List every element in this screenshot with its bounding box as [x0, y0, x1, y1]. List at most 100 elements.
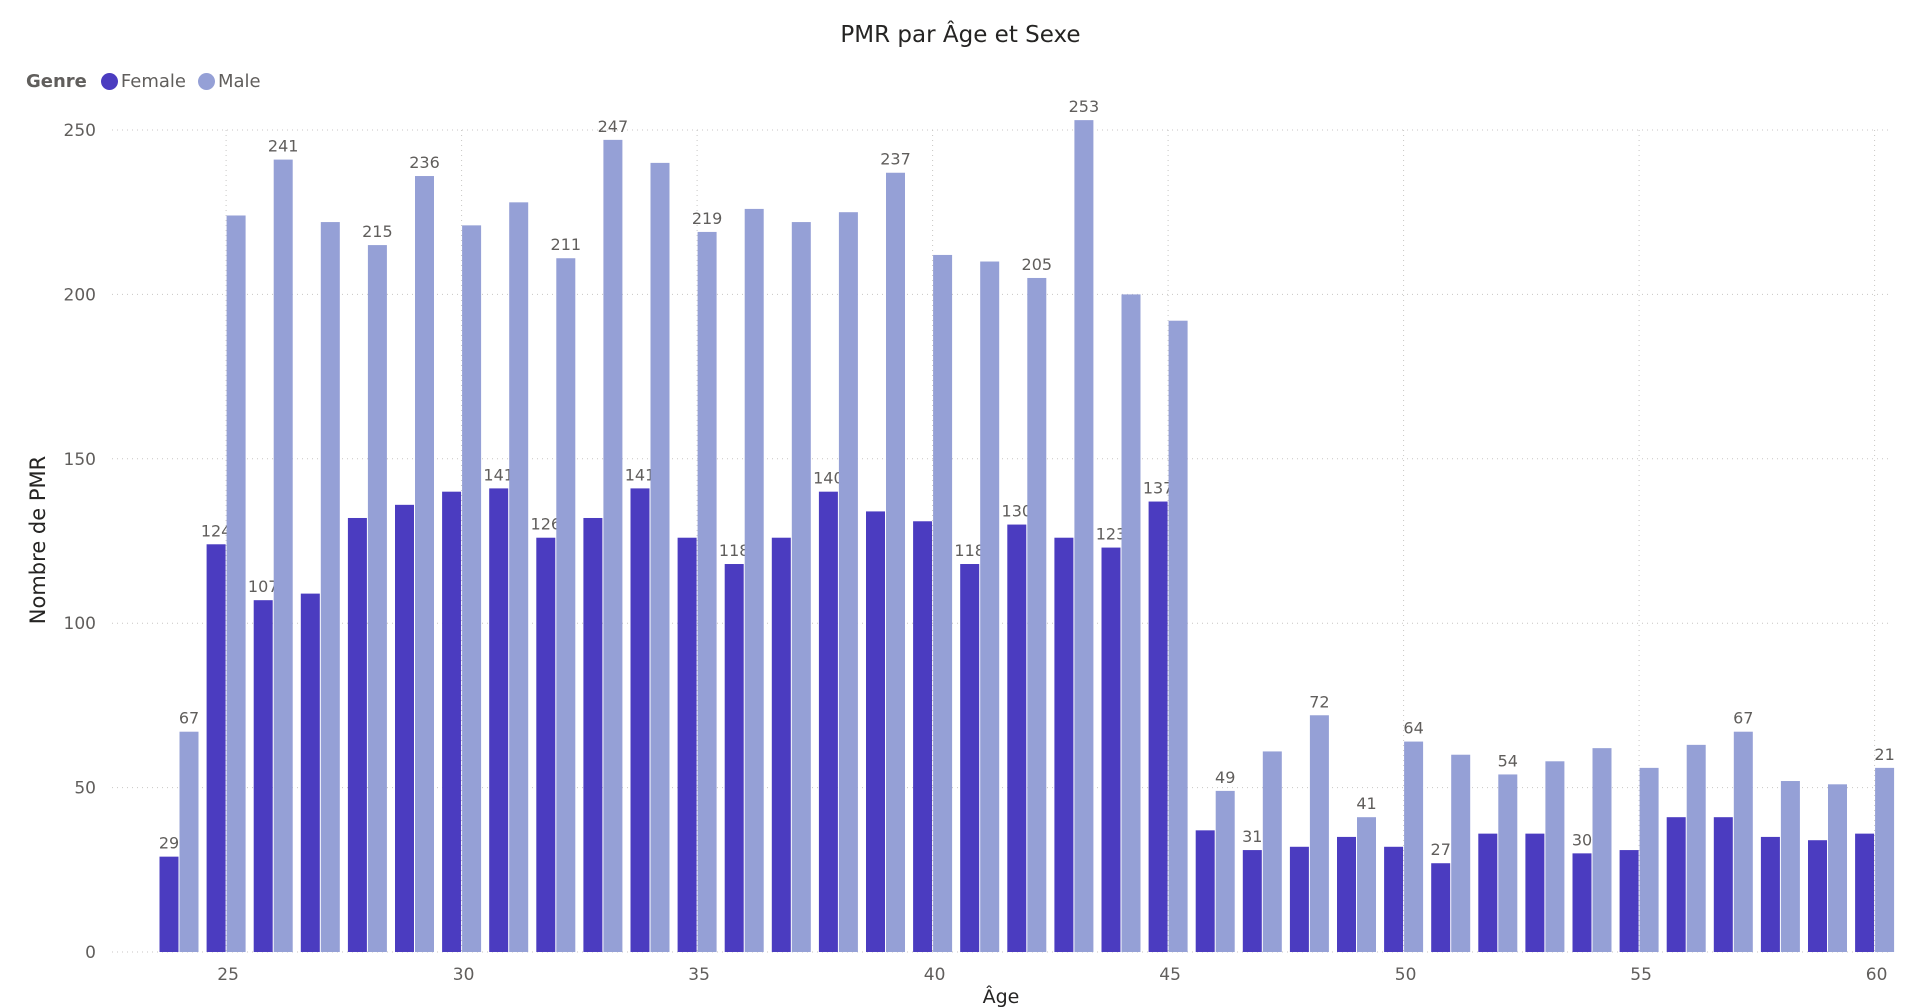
- legend-male-dot-icon: [197, 73, 215, 90]
- y-tick-label: 100: [64, 614, 96, 634]
- legend-male-label: Male: [217, 71, 261, 92]
- bar-female-43: [1054, 537, 1074, 952]
- x-tick-label: 25: [217, 965, 239, 985]
- bar-female-39: [866, 511, 885, 952]
- bar-female-32: [536, 537, 556, 952]
- bar-female-40: [913, 521, 933, 952]
- bar-male-29: [415, 176, 434, 953]
- bar-male-55: [1639, 767, 1659, 952]
- data-label-male-42: 205: [1022, 255, 1053, 274]
- data-label-male-32: 211: [551, 235, 582, 254]
- bar-male-30: [462, 225, 482, 953]
- bar-male-42: [1027, 277, 1047, 953]
- bar-male-40: [933, 254, 953, 953]
- bar-female-27: [300, 593, 320, 952]
- bar-female-41: [960, 564, 980, 952]
- data-label-male-57: 67: [1733, 709, 1753, 728]
- bar-male-32: [556, 258, 576, 952]
- legend-female-dot-icon: [100, 73, 118, 90]
- bar-female-44: [1101, 547, 1121, 952]
- bar-male-39: [886, 172, 905, 952]
- bar-female-28: [347, 517, 367, 952]
- bar-female-54: [1572, 853, 1592, 952]
- bar-female-35: [677, 537, 697, 952]
- bar-female-56: [1666, 817, 1686, 952]
- bar-male-58: [1780, 781, 1800, 952]
- legend: Genre Female Male: [26, 71, 273, 92]
- x-tick-label: 35: [688, 965, 710, 985]
- bar-male-53: [1545, 761, 1565, 952]
- data-label-male-29: 236: [409, 153, 440, 172]
- bar-male-46: [1215, 790, 1235, 952]
- bar-male-54: [1592, 748, 1612, 952]
- bar-female-38: [818, 491, 838, 952]
- data-label-female-45: 137: [1143, 479, 1174, 498]
- bar-female-25: [206, 544, 226, 952]
- data-label-male-26: 241: [268, 137, 299, 156]
- bar-male-49: [1357, 817, 1376, 952]
- data-label-female-47: 31: [1242, 827, 1262, 846]
- x-tick-label: 30: [453, 965, 475, 985]
- data-label-male-33: 247: [598, 117, 629, 136]
- bar-male-33: [603, 139, 623, 952]
- data-label-male-24: 67: [179, 709, 199, 728]
- bar-female-50: [1384, 846, 1404, 952]
- y-tick-label: 200: [64, 285, 96, 305]
- data-label-female-44: 123: [1096, 525, 1127, 544]
- x-axis-title: Âge: [983, 985, 1020, 1007]
- bar-female-26: [253, 600, 273, 952]
- data-label-female-38: 140: [813, 469, 844, 488]
- data-label-female-26: 107: [248, 577, 279, 596]
- y-tick-label: 250: [64, 121, 96, 141]
- bar-female-33: [583, 517, 603, 952]
- chart-title: PMR par Âge et Sexe: [840, 22, 1081, 48]
- bar-female-34: [630, 488, 650, 952]
- bar-male-56: [1686, 744, 1706, 952]
- data-label-female-31: 141: [483, 465, 514, 484]
- data-label-male-28: 215: [362, 222, 393, 241]
- data-label-male-50: 64: [1403, 719, 1423, 738]
- bar-male-48: [1309, 715, 1329, 952]
- y-tick-label: 50: [74, 779, 96, 799]
- y-tick-label: 0: [85, 943, 96, 963]
- x-tick-label: 50: [1395, 965, 1417, 985]
- bar-female-51: [1431, 863, 1451, 952]
- bar-female-58: [1760, 836, 1780, 952]
- data-label-male-35: 219: [692, 209, 723, 228]
- x-tick-label: 45: [1159, 965, 1181, 985]
- bar-female-60: [1855, 833, 1875, 952]
- bar-female-57: [1713, 817, 1733, 952]
- bar-female-48: [1289, 846, 1309, 952]
- legend-item-female[interactable]: Female: [100, 71, 186, 92]
- bar-male-57: [1733, 731, 1753, 952]
- legend-item-male[interactable]: Male: [197, 71, 261, 92]
- bar-male-44: [1121, 294, 1141, 952]
- bar-female-49: [1337, 836, 1356, 952]
- legend-title: Genre: [26, 71, 87, 92]
- x-tick-label: 60: [1866, 965, 1888, 985]
- data-label-male-60: 21: [1874, 745, 1894, 764]
- data-label-male-52: 54: [1498, 751, 1518, 770]
- data-label-male-49: 41: [1356, 794, 1376, 813]
- y-axis-title: Nombre de PMR: [26, 456, 50, 624]
- bar-female-31: [489, 488, 509, 952]
- bar-female-36: [724, 564, 744, 952]
- data-label-female-42: 130: [1002, 502, 1033, 521]
- data-label-male-43: 253: [1069, 97, 1100, 116]
- bar-female-59: [1808, 840, 1827, 952]
- bar-male-51: [1451, 754, 1471, 952]
- bar-male-43: [1074, 120, 1094, 953]
- data-label-female-32: 126: [531, 515, 562, 534]
- bar-male-38: [838, 212, 858, 952]
- bar-female-52: [1478, 833, 1498, 952]
- data-label-female-41: 118: [954, 541, 985, 560]
- bar-male-36: [744, 208, 764, 953]
- bar-male-26: [273, 159, 293, 953]
- bar-male-50: [1404, 741, 1424, 952]
- bar-male-34: [650, 162, 670, 952]
- bar-male-35: [697, 231, 717, 953]
- data-label-female-51: 27: [1431, 840, 1451, 859]
- bar-female-47: [1242, 850, 1262, 952]
- bar-male-45: [1168, 320, 1188, 953]
